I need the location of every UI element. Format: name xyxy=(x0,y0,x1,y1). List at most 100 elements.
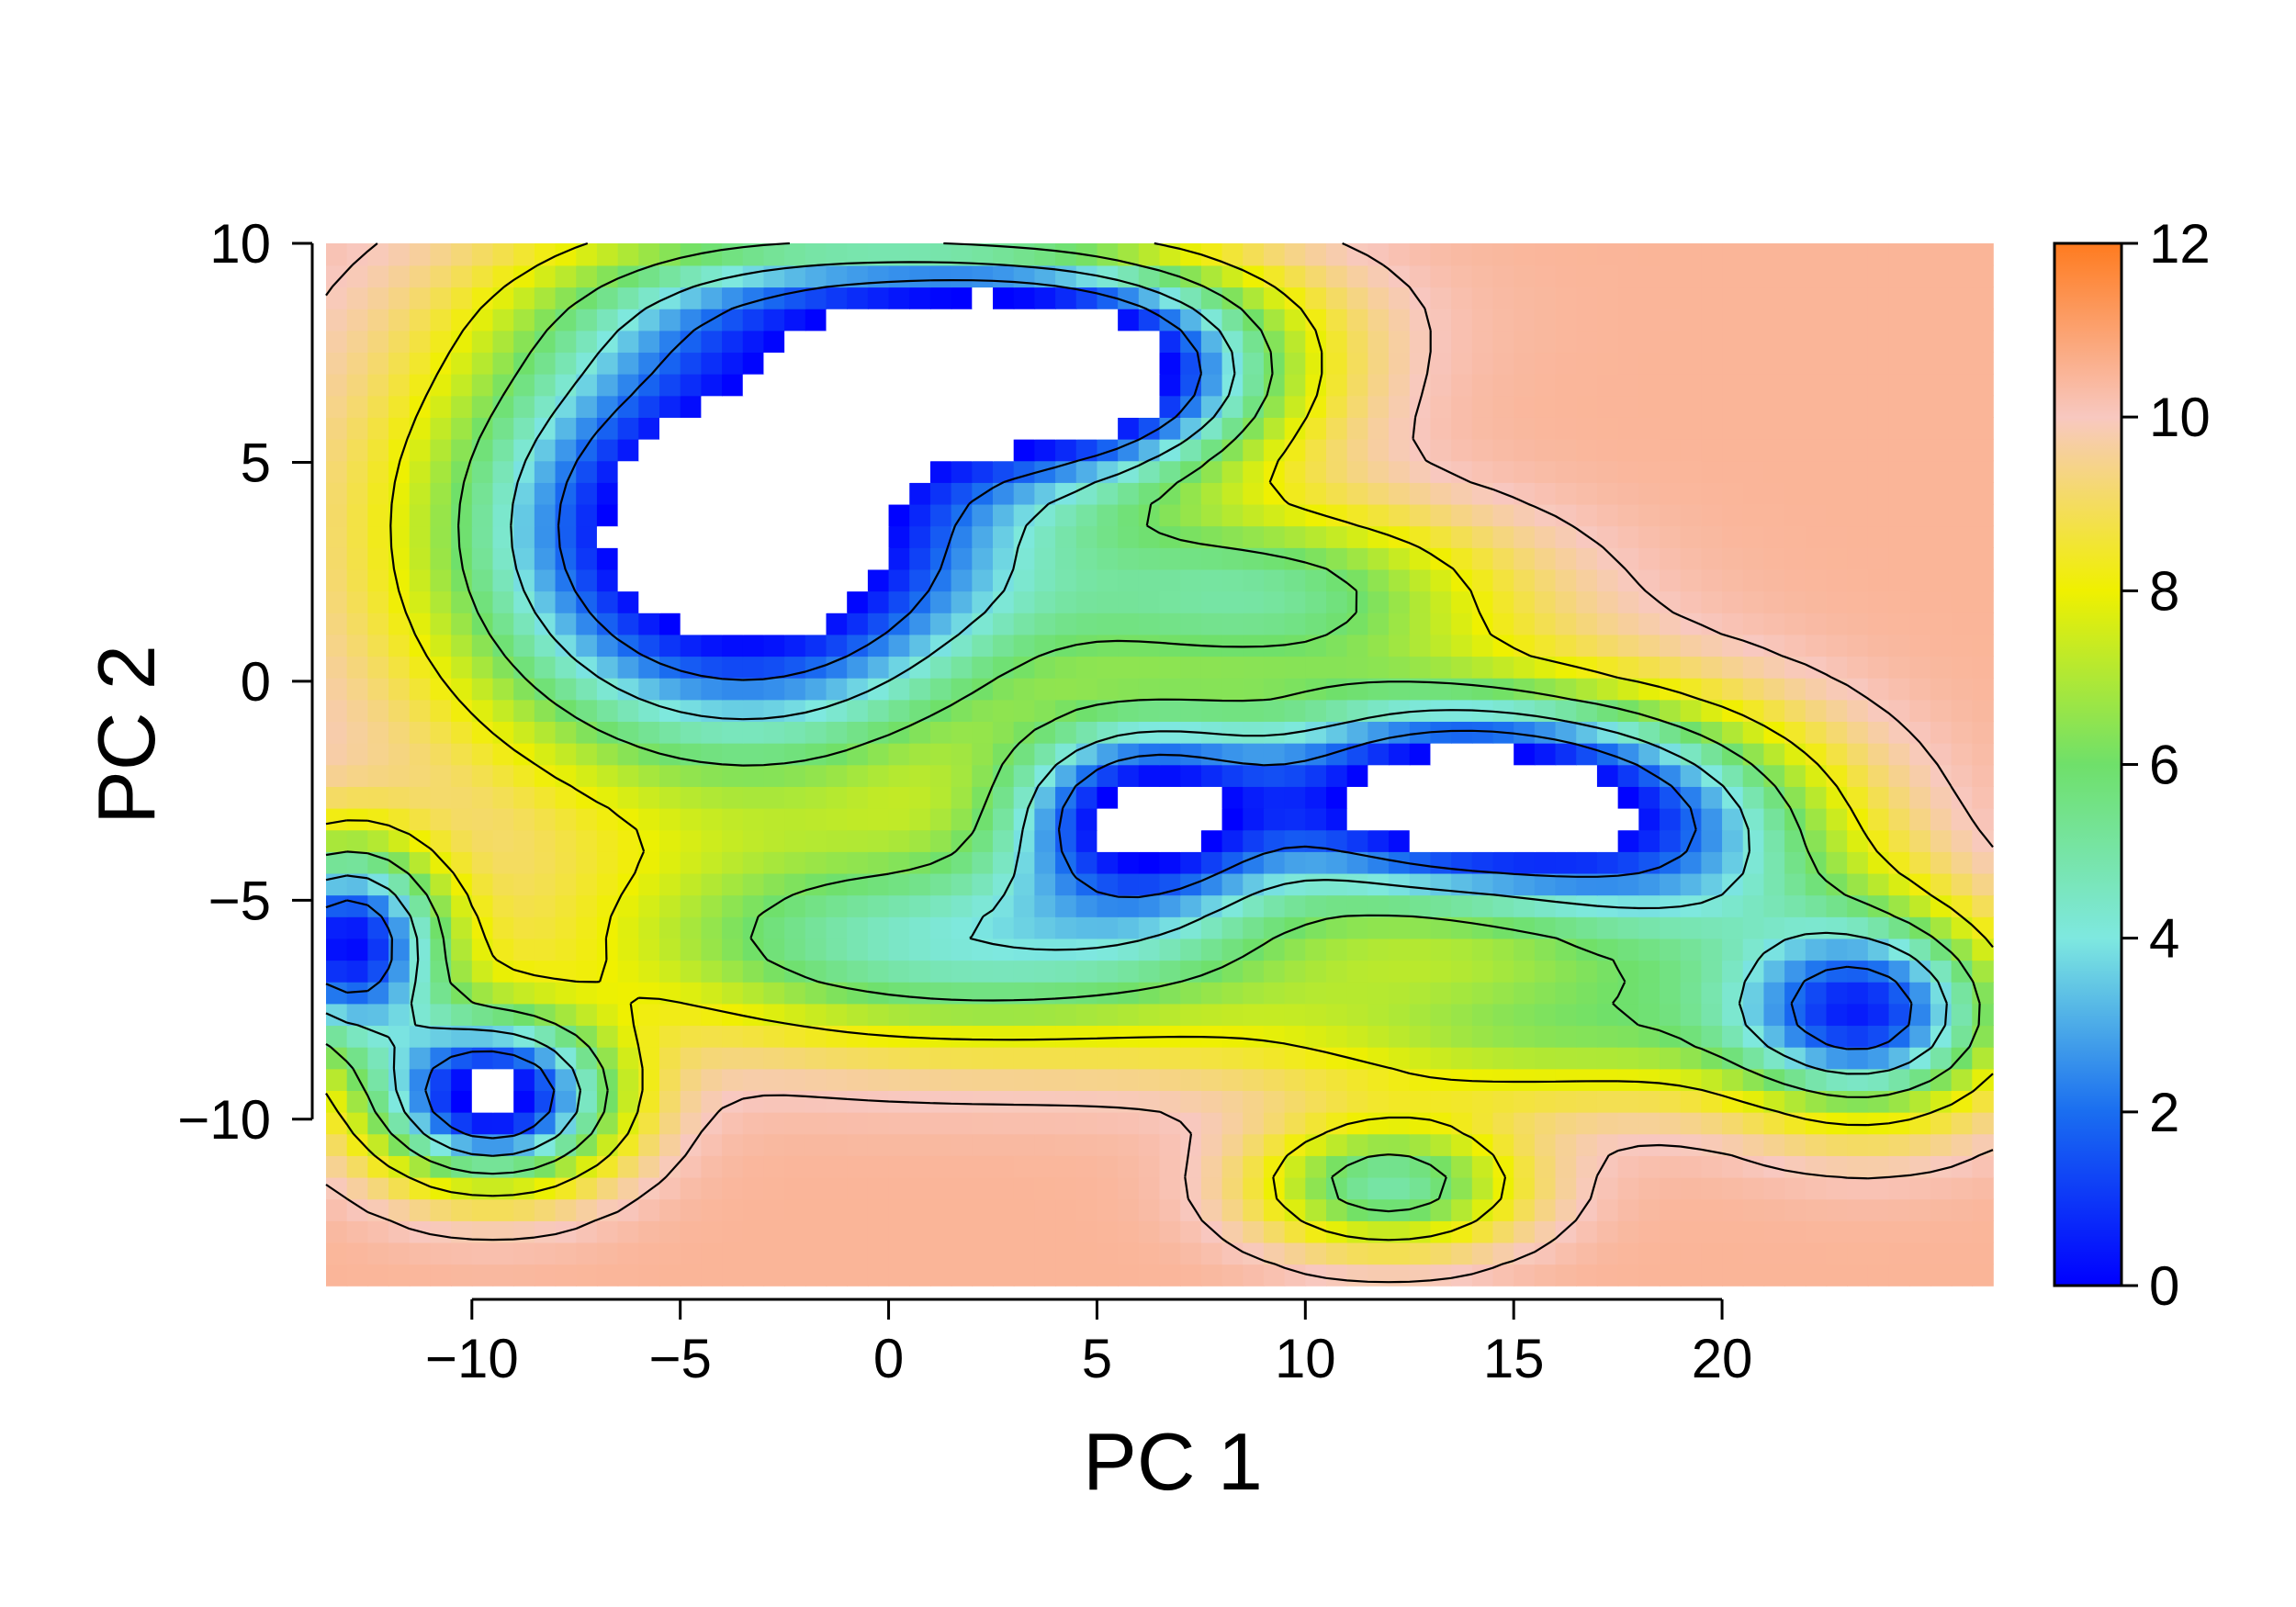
heatmap-cell xyxy=(1159,373,1181,397)
heatmap-cell xyxy=(1660,677,1682,701)
heatmap-cell xyxy=(1409,916,1432,939)
heatmap-cell xyxy=(929,1025,952,1048)
heatmap-cell xyxy=(638,1220,660,1243)
heatmap-cell xyxy=(1555,525,1578,548)
heatmap-cell xyxy=(409,264,432,288)
heatmap-cell xyxy=(1742,590,1765,613)
heatmap-cell xyxy=(1660,938,1682,961)
heatmap-cell xyxy=(659,243,681,266)
heatmap-cell xyxy=(409,938,432,961)
heatmap-cell xyxy=(1867,482,1890,505)
heatmap-cell xyxy=(722,894,744,917)
heatmap-cell xyxy=(742,960,765,983)
heatmap-cell xyxy=(430,1133,452,1156)
heatmap-cell xyxy=(1847,764,1869,787)
heatmap-cell xyxy=(1951,503,1974,527)
heatmap-cell xyxy=(1389,829,1411,852)
heatmap-cell xyxy=(1430,1090,1452,1113)
heatmap-cell xyxy=(1826,612,1848,635)
heatmap-cell xyxy=(1346,851,1369,874)
heatmap-cell xyxy=(1430,287,1452,309)
heatmap-cell xyxy=(576,916,598,939)
heatmap-cell xyxy=(1055,590,1077,613)
heatmap-cell xyxy=(1617,1220,1640,1243)
heatmap-cell xyxy=(367,1155,389,1178)
heatmap-cell xyxy=(1200,395,1223,418)
heatmap-cell xyxy=(1534,981,1557,1005)
heatmap-cell xyxy=(492,916,514,939)
heatmap-cell xyxy=(534,742,557,766)
heatmap-cell xyxy=(534,287,557,309)
heatmap-cell xyxy=(909,1068,931,1091)
heatmap-cell xyxy=(1138,1242,1161,1265)
heatmap-cell xyxy=(1784,742,1806,766)
heatmap-cell xyxy=(1638,1068,1660,1091)
heatmap-cell xyxy=(1784,1090,1806,1113)
heatmap-cell xyxy=(680,547,703,570)
heatmap-cell xyxy=(1972,1198,1994,1221)
heatmap-cell xyxy=(1972,612,1994,635)
heatmap-cell xyxy=(1534,438,1557,462)
heatmap-cell xyxy=(326,981,348,1005)
heatmap-cell xyxy=(1701,634,1723,657)
heatmap-cell xyxy=(1200,981,1223,1005)
heatmap-cell xyxy=(1221,547,1244,570)
heatmap-cell xyxy=(409,1025,432,1048)
heatmap-cell xyxy=(1221,1003,1244,1027)
heatmap-cell xyxy=(888,938,911,961)
heatmap-cell xyxy=(1847,308,1869,332)
heatmap-cell xyxy=(492,547,514,570)
heatmap-cell xyxy=(471,417,494,440)
heatmap-cell xyxy=(451,960,473,983)
heatmap-cell xyxy=(701,1025,723,1048)
heatmap-cell xyxy=(929,960,952,983)
heatmap-cell xyxy=(1389,373,1411,397)
heatmap-cell xyxy=(1055,960,1077,983)
heatmap-cell xyxy=(1492,547,1514,570)
heatmap-cell xyxy=(1284,1046,1307,1070)
heatmap-cell xyxy=(1326,482,1348,505)
heatmap-cell xyxy=(1180,1111,1202,1135)
heatmap-cell xyxy=(1972,938,1994,961)
heatmap-cell xyxy=(1138,699,1161,723)
heatmap-cell xyxy=(1451,1176,1473,1200)
heatmap-cell xyxy=(596,547,619,570)
heatmap-cell xyxy=(1555,1046,1578,1070)
heatmap-cell xyxy=(1930,634,1953,657)
heatmap-cell xyxy=(659,438,681,462)
heatmap-cell xyxy=(763,677,785,701)
heatmap-cell xyxy=(1471,568,1494,592)
heatmap-cell xyxy=(430,438,452,462)
heatmap-cell xyxy=(638,872,660,896)
heatmap-cell xyxy=(1534,1068,1557,1091)
heatmap-cell xyxy=(1555,764,1578,787)
heatmap-cell xyxy=(867,1025,890,1048)
heatmap-cell xyxy=(1930,1176,1953,1200)
heatmap-cell xyxy=(638,568,660,592)
heatmap-cell xyxy=(1888,851,1911,874)
heatmap-cell xyxy=(1305,894,1327,917)
heatmap-cell xyxy=(1951,1133,1974,1156)
heatmap-cell xyxy=(1221,1220,1244,1243)
heatmap-cell xyxy=(1805,1198,1828,1221)
heatmap-cell xyxy=(1055,1025,1077,1048)
heatmap-cell xyxy=(1389,287,1411,309)
heatmap-cell xyxy=(367,677,389,701)
heatmap-cell xyxy=(888,699,911,723)
heatmap-cell xyxy=(534,330,557,354)
heatmap-cell xyxy=(1763,1133,1785,1156)
heatmap-cell xyxy=(1097,851,1119,874)
heatmap-cell xyxy=(326,1242,348,1265)
heatmap-cell xyxy=(1514,243,1536,266)
heatmap-cell xyxy=(1867,1025,1890,1048)
heatmap-cell xyxy=(1284,308,1307,332)
heatmap-cell xyxy=(1742,894,1765,917)
heatmap-cell xyxy=(701,287,723,309)
heatmap-cell xyxy=(1742,764,1765,787)
colorbar-tick-label: 8 xyxy=(2149,560,2179,622)
heatmap-cell xyxy=(1367,308,1390,332)
heatmap-cell xyxy=(805,1068,827,1091)
heatmap-cell xyxy=(784,938,806,961)
heatmap-cell xyxy=(1118,851,1140,874)
